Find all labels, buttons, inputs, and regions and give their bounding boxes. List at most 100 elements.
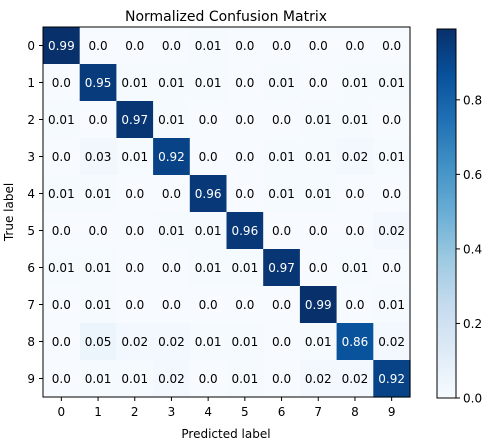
heatmap-cell	[336, 138, 374, 176]
heatmap-cell	[299, 138, 338, 176]
heatmap-cell-label: 0.01	[195, 335, 222, 349]
heatmap-cell-label: 0.0	[162, 187, 181, 201]
heatmap-cell-label: 0.0	[89, 113, 108, 127]
heatmap-cell	[79, 249, 117, 287]
heatmap-cell	[79, 27, 117, 65]
heatmap-cell-label: 0.01	[305, 113, 332, 127]
heatmap-cell-label: 0.0	[52, 335, 71, 349]
heatmap-cell	[373, 64, 411, 102]
heatmap-cell	[263, 138, 301, 176]
heatmap-cell	[153, 286, 191, 324]
heatmap-cell	[373, 249, 411, 287]
heatmap-cell	[153, 323, 191, 361]
heatmap-cell-label: 0.02	[378, 335, 405, 349]
colorbar-tick-label: 0.0	[463, 392, 482, 406]
heatmap-cell	[336, 64, 374, 102]
x-axis: 0 1 2 3 4 5 6 7 8 9	[58, 397, 396, 419]
colorbar-tick-label: 0.4	[463, 242, 482, 256]
heatmap-cell	[79, 101, 117, 139]
heatmap-cell-label: 0.01	[121, 76, 148, 90]
heatmap-cell-label: 0.01	[195, 261, 222, 275]
heatmap-cell-label: 0.0	[309, 76, 328, 90]
heatmap-cell-label: 0.0	[52, 298, 71, 312]
x-tick-label: 5	[241, 405, 249, 419]
heatmap-cell	[116, 138, 154, 176]
colorbar	[436, 28, 457, 399]
heatmap-cell-label: 0.0	[52, 150, 71, 164]
heatmap-cell	[226, 64, 264, 102]
heatmap-cell	[116, 286, 154, 324]
y-tick-label: 2	[27, 113, 35, 127]
heatmap-cell	[153, 212, 191, 250]
x-tick-label: 7	[314, 405, 322, 419]
heatmap-cell	[116, 27, 154, 65]
heatmap-cell	[263, 286, 301, 324]
heatmap-cell	[79, 286, 117, 324]
heatmap-cell-label: 0.0	[345, 39, 364, 53]
heatmap-cell-label: 0.0	[235, 76, 254, 90]
heatmap-cell-label: 0.0	[345, 298, 364, 312]
heatmap-cell-label: 0.01	[231, 261, 258, 275]
heatmap-cell	[226, 212, 264, 250]
heatmap-cell	[153, 101, 191, 139]
heatmap-cell-label: 0.03	[85, 150, 112, 164]
heatmap-cell	[336, 249, 374, 287]
heatmap-cell-label: 0.02	[121, 335, 148, 349]
y-tick-label: 1	[27, 76, 35, 90]
heatmap-cell	[299, 360, 338, 398]
heatmap-cell-label: 0.0	[125, 39, 144, 53]
heatmap-cell	[373, 212, 411, 250]
heatmap-cell-label: 0.01	[85, 261, 112, 275]
heatmap-cell	[263, 175, 301, 213]
heatmap-cell	[43, 286, 81, 324]
heatmap-cell-label: 0.0	[272, 335, 291, 349]
heatmap-cell-label: 0.0	[89, 39, 108, 53]
heatmap-cell	[43, 27, 81, 65]
heatmap-cell	[336, 286, 374, 324]
y-tick-label: 0	[27, 39, 35, 53]
heatmap-cell-label: 0.0	[345, 187, 364, 201]
heatmap-cell	[43, 138, 81, 176]
heatmap-cell-label: 0.01	[48, 187, 75, 201]
heatmap-cell	[299, 27, 338, 65]
heatmap-cell-label: 0.99	[48, 39, 75, 53]
heatmap-cell-label: 0.02	[342, 372, 369, 386]
heatmap-cell	[373, 360, 411, 398]
heatmap-cell	[226, 360, 264, 398]
heatmap-cell	[226, 286, 264, 324]
heatmap-cell	[79, 323, 117, 361]
heatmap-cell-label: 0.0	[199, 113, 218, 127]
heatmap-cell-label: 0.0	[89, 224, 108, 238]
heatmap-cell-label: 0.0	[382, 39, 401, 53]
y-tick-label: 5	[27, 224, 35, 238]
heatmap-cell	[189, 64, 228, 102]
heatmap-cell	[43, 323, 81, 361]
heatmap-cell	[116, 101, 154, 139]
heatmap-cell	[189, 323, 228, 361]
heatmap-cell-label: 0.01	[305, 335, 332, 349]
heatmap-cell	[116, 360, 154, 398]
y-axis-label: True label	[2, 183, 16, 242]
heatmap-cell	[373, 101, 411, 139]
x-tick-label: 9	[388, 405, 396, 419]
heatmap-cell-label: 0.05	[85, 335, 112, 349]
heatmap-cell-label: 0.96	[195, 187, 222, 201]
y-tick-label: 3	[27, 150, 35, 164]
heatmap-cell-label: 0.01	[342, 76, 369, 90]
heatmap-cell-label: 0.0	[235, 150, 254, 164]
heatmap-cell-label: 0.0	[272, 224, 291, 238]
heatmap-cell	[189, 286, 228, 324]
heatmap-cell	[263, 360, 301, 398]
chart-title: Normalized Confusion Matrix	[125, 9, 327, 25]
heatmap-cell-label: 0.0	[382, 261, 401, 275]
heatmap-cell	[299, 212, 338, 250]
heatmap-cell	[226, 323, 264, 361]
x-tick-label: 1	[94, 405, 102, 419]
heatmap-cell-label: 0.01	[305, 187, 332, 201]
heatmap-cell	[116, 175, 154, 213]
heatmap-cell-label: 0.01	[378, 298, 405, 312]
heatmap-cell-label: 0.0	[125, 187, 144, 201]
heatmap-cell	[189, 212, 228, 250]
heatmap-cell	[189, 249, 228, 287]
heatmap-cell	[189, 27, 228, 65]
